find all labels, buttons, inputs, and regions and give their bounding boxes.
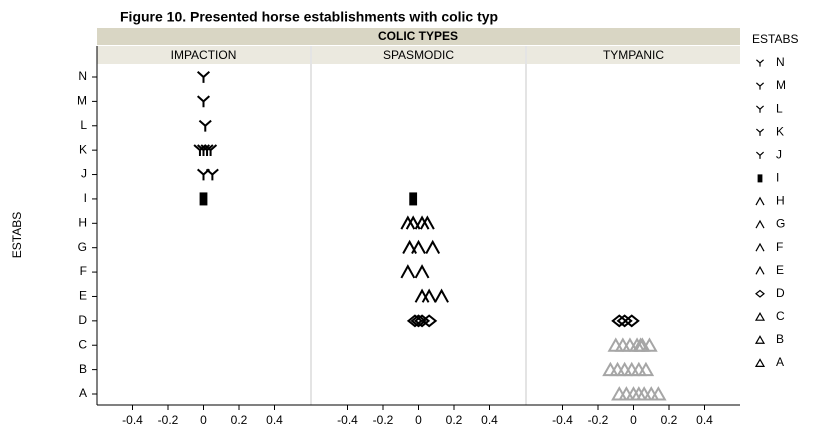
legend-marker (755, 289, 765, 298)
x-tick-label: -0.4 (337, 413, 358, 427)
x-tick-label: -0.2 (588, 413, 609, 427)
legend-marker (757, 174, 763, 183)
x-tick-label: -0.4 (552, 413, 573, 427)
point (420, 215, 435, 230)
legend-marker (755, 219, 765, 229)
legend-marker (756, 105, 764, 113)
point (623, 314, 640, 328)
x-tick-label: 0.2 (231, 413, 248, 427)
legend-marker (756, 128, 764, 136)
y-tick-label: A (79, 386, 87, 400)
legend-label: H (776, 194, 785, 208)
column-header-band (97, 28, 740, 45)
legend-marker (755, 196, 765, 206)
point (198, 119, 212, 132)
x-tick-label: 0 (415, 413, 422, 427)
legend-label: E (776, 263, 784, 277)
x-tick-label: -0.2 (158, 413, 179, 427)
point (204, 144, 218, 157)
legend-marker (756, 59, 764, 67)
column-header: COLIC TYPES (378, 29, 458, 43)
legend-marker (756, 82, 764, 90)
legend-label: M (776, 78, 786, 92)
legend-label: D (776, 286, 785, 300)
x-tick-label: 0.4 (481, 413, 498, 427)
point (434, 288, 449, 303)
legend-marker (756, 151, 764, 159)
x-tick-label: -0.2 (373, 413, 394, 427)
legend-label: F (776, 240, 783, 254)
y-tick-label: D (78, 313, 87, 327)
y-tick-label: C (78, 337, 87, 351)
x-tick-label: 0.4 (696, 413, 713, 427)
point (413, 314, 431, 328)
y-tick-label: E (79, 289, 87, 303)
x-tick-label: 0 (630, 413, 637, 427)
panel-header-band (97, 46, 310, 64)
y-tick-label: J (81, 167, 87, 181)
legend-label: I (776, 171, 779, 185)
point (199, 192, 208, 206)
point (616, 314, 633, 328)
legend-marker (755, 242, 765, 252)
legend-label: K (776, 124, 784, 138)
x-tick-label: 0.2 (661, 413, 678, 427)
y-axis-label: ESTABS (10, 212, 24, 258)
chart-title: Figure 10. Presented horse establishment… (120, 9, 498, 25)
point (400, 264, 416, 279)
legend-label: A (776, 355, 784, 369)
point (421, 314, 438, 328)
legend-label: C (776, 309, 785, 323)
x-tick-label: 0 (200, 413, 207, 427)
point (196, 71, 211, 83)
y-tick-label: N (78, 69, 87, 83)
x-tick-label: 0.2 (446, 413, 463, 427)
point (414, 215, 430, 230)
point (409, 192, 418, 206)
point (421, 288, 437, 303)
y-tick-label: H (78, 215, 87, 229)
point (641, 337, 658, 352)
panel-header: SPASMODIC (383, 48, 454, 62)
point (414, 264, 430, 279)
panel-header-band (312, 46, 525, 64)
point (650, 386, 667, 401)
y-tick-label: B (79, 362, 87, 376)
point (414, 288, 430, 303)
y-tick-label: M (77, 94, 87, 108)
legend-label: B (776, 332, 784, 346)
legend-title: ESTABS (752, 32, 798, 46)
panel-header: IMPACTION (171, 48, 237, 62)
point (410, 314, 427, 328)
legend-label: J (776, 147, 782, 161)
y-tick-label: G (78, 240, 87, 254)
y-tick-label: K (79, 142, 87, 156)
point (200, 144, 214, 157)
y-tick-label: L (80, 118, 87, 132)
point (425, 239, 441, 255)
point (205, 168, 219, 181)
legend-marker (754, 358, 766, 367)
legend-label: G (776, 217, 785, 231)
y-tick-label: I (84, 191, 87, 205)
x-tick-label: -0.4 (122, 413, 143, 427)
panel-header-band (527, 46, 740, 64)
legend-label: L (776, 101, 783, 115)
panel-header: TYMPANIC (603, 48, 664, 62)
point (196, 95, 211, 108)
legend-marker (754, 335, 766, 344)
legend-marker (754, 312, 766, 321)
point (411, 239, 426, 255)
y-tick-label: F (80, 264, 87, 278)
point (637, 361, 655, 377)
point (400, 215, 416, 230)
legend-marker (755, 265, 765, 275)
legend-label: N (776, 55, 785, 69)
x-tick-label: 0.4 (266, 413, 283, 427)
